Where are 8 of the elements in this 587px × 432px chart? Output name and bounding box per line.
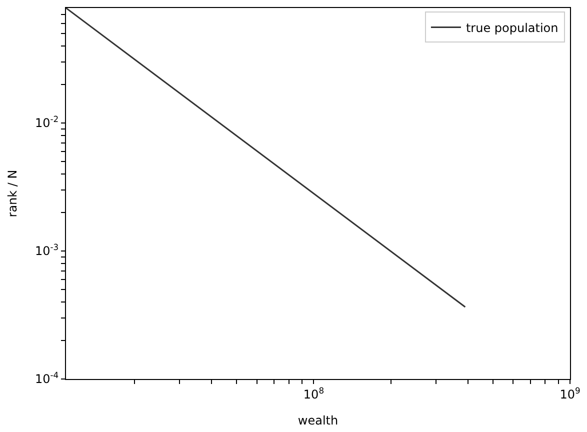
x-tick-label: 10$^{8}$	[303, 385, 324, 402]
x-tick-label: 10$^{9}$	[560, 385, 580, 402]
y-tick-label: 10$^{-3}$	[34, 242, 59, 258]
y-tick-label: 10$^{-2}$	[34, 114, 59, 130]
y-tick-label: 10$^{-4}$	[34, 370, 59, 386]
y-axis-title: rank / N	[5, 170, 20, 218]
legend-label: true population	[466, 20, 558, 35]
x-axis-title: wealth	[298, 413, 338, 428]
